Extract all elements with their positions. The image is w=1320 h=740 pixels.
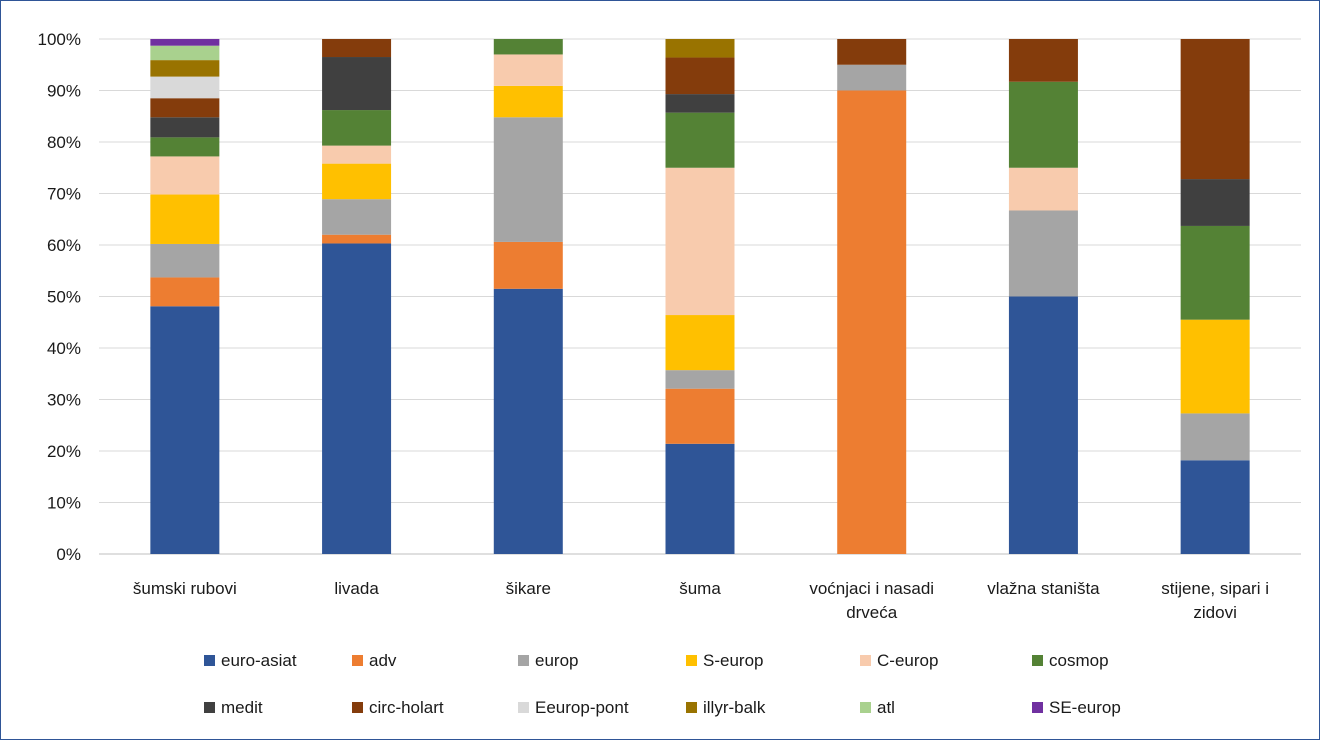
x-category-label: stijene, sipari i zidovi: [1161, 579, 1269, 622]
bar-segment-adv: [322, 234, 392, 244]
legend-label: adv: [369, 651, 397, 670]
legend-label: circ-holart: [369, 698, 444, 717]
bar-segment-s-europ: [665, 315, 735, 371]
y-tick-label: 100%: [38, 30, 81, 49]
legend-label: cosmop: [1049, 651, 1109, 670]
bar-segment-euro-asiat: [322, 243, 392, 554]
legend-swatch: [860, 655, 871, 666]
bar-segment-medit: [150, 117, 220, 138]
bar-segment-cosmop: [493, 39, 563, 55]
bar-segment-cosmop: [150, 137, 220, 157]
bar-segment-euro-asiat: [1180, 460, 1250, 554]
bar-segment-c-europ: [665, 167, 735, 316]
bars: [150, 39, 1250, 554]
bar-segment-europ: [493, 117, 563, 242]
x-category-label: šikare: [506, 579, 551, 598]
legend-label: Eeurop-pont: [535, 698, 629, 717]
y-tick-label: 0%: [56, 545, 81, 564]
bar-segment-c-europ: [493, 54, 563, 86]
y-tick-label: 40%: [47, 339, 81, 358]
legend-label: euro-asiat: [221, 651, 297, 670]
y-tick-label: 80%: [47, 133, 81, 152]
bar-segment-illyr-balk: [665, 39, 735, 58]
bar-segment-adv: [493, 241, 563, 289]
y-tick-label: 50%: [47, 288, 81, 307]
bar-segment-europ: [1008, 210, 1078, 297]
bar-segment-adv: [665, 388, 735, 444]
bar-segment-adv: [150, 277, 220, 307]
bar-segment-euro-asiat: [150, 306, 220, 554]
legend-label: illyr-balk: [703, 698, 766, 717]
bar-segment-circ-holart: [1180, 39, 1250, 180]
bar-segment-europ: [665, 370, 735, 389]
x-category-label: livada: [334, 579, 379, 598]
y-tick-label: 90%: [47, 82, 81, 101]
legend-label: atl: [877, 698, 895, 717]
x-category-label: šuma: [679, 579, 721, 598]
bar-segment-c-europ: [150, 156, 220, 195]
bar-segment-circ-holart: [1008, 39, 1078, 82]
x-category-label: voćnjaci i nasadi drveća: [809, 579, 934, 622]
bar-segment-cosmop: [665, 112, 735, 168]
legend-label: medit: [221, 698, 263, 717]
legend-swatch: [518, 655, 529, 666]
bar-segment-medit: [665, 94, 735, 113]
bar-segment-illyr-balk: [150, 60, 220, 77]
legend-swatch: [352, 655, 363, 666]
legend-swatch: [518, 702, 529, 713]
bar-segment-circ-holart: [837, 39, 907, 65]
bar-segment-s-europ: [322, 163, 392, 200]
bar-segment-eeurop-pont: [150, 76, 220, 99]
x-axis-categories: šumski rubovi livada šikare šuma voćnjaci i …: [133, 579, 1269, 622]
bar-segment-adv: [837, 90, 907, 554]
legend-label: europ: [535, 651, 578, 670]
legend-label: C-europ: [877, 651, 938, 670]
bar-segment-euro-asiat: [1008, 296, 1078, 554]
bar-segment-medit: [1180, 179, 1250, 226]
legend-swatch: [352, 702, 363, 713]
bar-segment-europ: [837, 64, 907, 91]
legend-swatch: [1032, 702, 1043, 713]
bar-segment-circ-holart: [322, 39, 392, 58]
legend-swatch: [204, 655, 215, 666]
bar-segment-circ-holart: [665, 57, 735, 95]
legend-label: S-europ: [703, 651, 763, 670]
y-tick-label: 60%: [47, 236, 81, 255]
bar-segment-euro-asiat: [493, 288, 563, 554]
bar-segment-cosmop: [322, 110, 392, 146]
legend-swatch: [686, 655, 697, 666]
x-category-label: vlažna staništa: [987, 579, 1100, 598]
bar-segment-se-europ: [150, 39, 220, 46]
y-tick-label: 30%: [47, 391, 81, 410]
bar-segment-s-europ: [493, 85, 563, 118]
bar-segment-medit: [322, 57, 392, 111]
bar-segment-s-europ: [1180, 319, 1250, 414]
legend-swatch: [686, 702, 697, 713]
bar-segment-circ-holart: [150, 98, 220, 118]
bar-segment-cosmop: [1008, 81, 1078, 168]
legend-swatch: [1032, 655, 1043, 666]
y-tick-label: 20%: [47, 442, 81, 461]
bar-segment-c-europ: [322, 145, 392, 164]
bar-segment-europ: [322, 199, 392, 235]
y-tick-label: 70%: [47, 185, 81, 204]
y-axis-ticks: 0% 10% 20% 30% 40% 50% 60% 70% 80% 90% 100%: [38, 30, 81, 564]
bar-segment-cosmop: [1180, 225, 1250, 320]
bar-segment-europ: [1180, 413, 1250, 461]
bar-segment-europ: [150, 243, 220, 278]
legend-swatch: [860, 702, 871, 713]
bar-segment-s-europ: [150, 194, 220, 244]
legend-swatch: [204, 702, 215, 713]
bar-segment-atl: [150, 45, 220, 61]
bar-segment-euro-asiat: [665, 443, 735, 554]
legend: euro-asiat adv europ S-europ C-europ cosmop me…: [204, 651, 1121, 717]
y-tick-label: 10%: [47, 494, 81, 513]
x-category-label: šumski rubovi: [133, 579, 237, 598]
bar-segment-c-europ: [1008, 167, 1078, 211]
legend-label: SE-europ: [1049, 698, 1121, 717]
